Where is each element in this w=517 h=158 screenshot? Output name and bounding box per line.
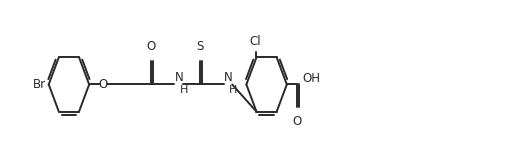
Text: S: S <box>196 40 204 53</box>
Text: N: N <box>224 71 233 84</box>
Text: O: O <box>292 115 301 128</box>
Text: H: H <box>179 85 188 95</box>
Text: Cl: Cl <box>250 35 261 48</box>
Text: O: O <box>99 78 108 91</box>
Text: N: N <box>175 71 184 84</box>
Text: O: O <box>146 40 156 53</box>
Text: H: H <box>229 85 237 95</box>
Text: Br: Br <box>33 78 46 91</box>
Text: OH: OH <box>302 72 320 85</box>
